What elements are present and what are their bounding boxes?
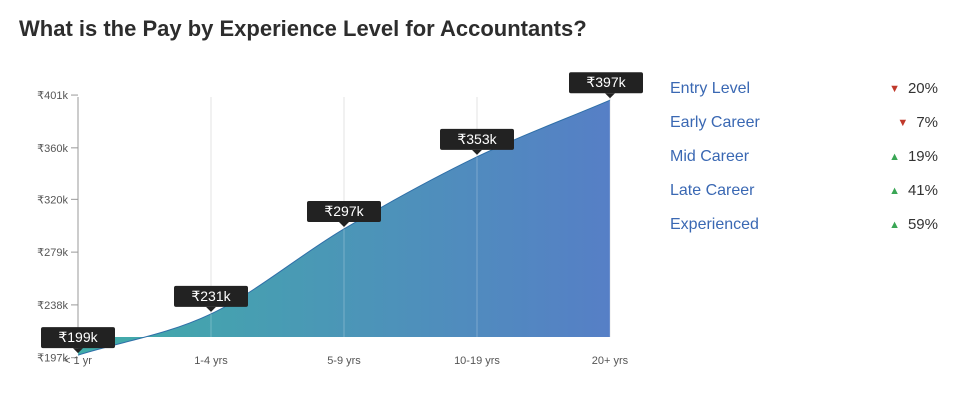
y-tick-label: ₹238k — [37, 300, 68, 312]
pay-by-experience-chart: ₹197k ₹238k ₹279k ₹320k ₹360k ₹401k < 1 yr 1-4 … — [37, 72, 643, 367]
x-tick-label: 10-19 yrs — [454, 355, 500, 367]
legend-item-change: ▲ 41% — [889, 174, 938, 209]
triangle-up-icon: ▲ — [889, 219, 900, 231]
data-label-pointer — [73, 348, 83, 354]
legend-item-entry-level: Entry Level ▼ 20% — [670, 72, 938, 106]
data-label: ₹297k — [307, 200, 381, 227]
legend-item-change: ▲ 19% — [889, 140, 938, 175]
legend-item-percent: 59% — [907, 216, 938, 233]
triangle-down-icon: ▼ — [889, 83, 900, 95]
legend-item-experienced: Experienced ▲ 59% — [670, 208, 938, 242]
legend-item-label[interactable]: Entry Level — [670, 80, 751, 97]
data-label-box — [41, 327, 115, 349]
data-label-value: ₹199k — [58, 329, 98, 345]
triangle-up-icon: ▲ — [889, 151, 900, 163]
legend-item-percent: 19% — [907, 148, 938, 165]
legend-item-early-career: Early Career ▼ 7% — [670, 106, 938, 140]
data-label-value: ₹397k — [586, 74, 626, 90]
data-label: ₹231k — [174, 285, 248, 312]
legend-item-label[interactable]: Mid Career — [670, 148, 750, 165]
legend-item-change: ▲ 59% — [889, 208, 938, 243]
legend-item-percent: 7% — [916, 114, 938, 131]
y-tick-label: ₹197k — [37, 353, 68, 365]
data-label-box — [174, 285, 248, 307]
x-tick-label: 20+ yrs — [592, 355, 629, 367]
y-tick-label: ₹320k — [37, 194, 68, 206]
data-label-value: ₹353k — [457, 131, 497, 147]
data-label-box — [440, 128, 514, 150]
data-label: ₹397k — [569, 72, 643, 99]
experience-legend: Entry Level ▼ 20% Early Career ▼ 7% Mid Ca… — [670, 72, 938, 242]
data-label-box — [569, 72, 643, 94]
triangle-down-icon: ▼ — [897, 117, 909, 129]
data-label-pointer — [339, 221, 349, 227]
data-label: ₹353k — [440, 128, 514, 155]
data-label-pointer — [472, 149, 482, 155]
data-label-pointer — [605, 93, 615, 99]
y-tick-label: ₹360k — [37, 143, 68, 155]
page-title: What is the Pay by Experience Level for … — [19, 16, 587, 41]
legend-item-label[interactable]: Late Career — [670, 182, 755, 199]
data-label-box — [307, 200, 381, 222]
data-label: ₹199k — [41, 327, 115, 354]
legend-item-mid-career: Mid Career ▲ 19% — [670, 140, 938, 174]
legend-item-label[interactable]: Early Career — [670, 114, 760, 131]
x-tick-label: < 1 yr — [64, 355, 92, 367]
x-tick-label: 1-4 yrs — [194, 355, 228, 367]
y-tick-label: ₹279k — [37, 247, 68, 259]
salary-line — [77, 99, 611, 356]
legend-item-change: ▼ 20% — [889, 72, 938, 107]
legend-item-percent: 20% — [907, 80, 938, 97]
legend-item-late-career: Late Career ▲ 41% — [670, 174, 938, 208]
triangle-up-icon: ▲ — [889, 185, 900, 197]
x-tick-label: 5-9 yrs — [327, 355, 361, 367]
y-tick-label: ₹401k — [37, 90, 68, 102]
salary-area — [78, 100, 610, 356]
legend-item-label[interactable]: Experienced — [670, 216, 759, 233]
legend-item-change: ▼ 7% — [897, 106, 938, 141]
data-label-value: ₹231k — [191, 288, 231, 304]
data-label-value: ₹297k — [324, 203, 364, 219]
legend-item-percent: 41% — [907, 182, 938, 199]
data-label-pointer — [206, 306, 216, 312]
